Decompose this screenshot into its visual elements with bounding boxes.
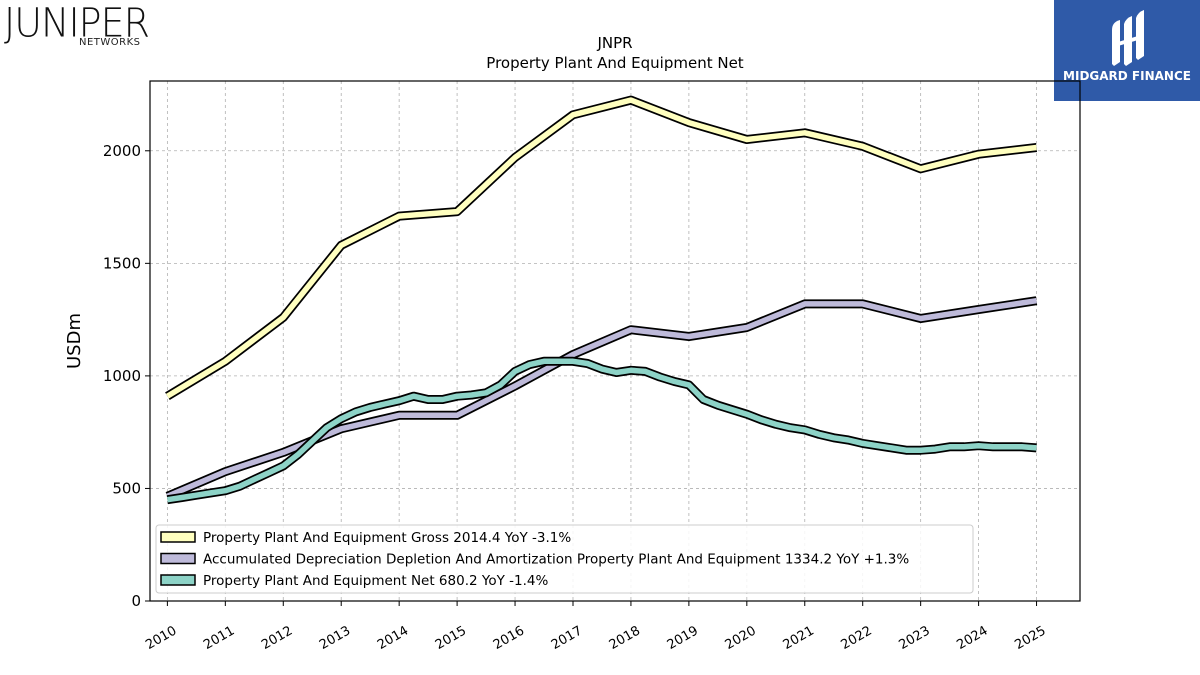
series-outline-1 <box>165 296 1038 501</box>
juniper-logo-subtitle: NETWORKS <box>79 37 141 48</box>
legend-entry: Accumulated Depreciation Depletion And A… <box>203 552 909 568</box>
legend-swatch <box>160 552 196 565</box>
y-tick-label: 1000 <box>103 367 141 385</box>
x-tick-label: 2023 <box>896 623 932 653</box>
x-tick-label: 2011 <box>201 623 237 653</box>
x-tick-label: 2014 <box>375 623 411 653</box>
chart-title: JNPR <box>596 34 632 52</box>
series-line-2 <box>166 358 1037 503</box>
x-tick-label: 2018 <box>607 623 643 653</box>
juniper-logo: JUNIPER NETWORKS <box>4 2 164 48</box>
x-tick-label: 2024 <box>954 623 990 653</box>
x-tick-label: 2017 <box>549 623 585 653</box>
x-tick-label: 2010 <box>143 623 179 653</box>
x-tick-label: 2022 <box>839 623 875 653</box>
legend: Property Plant And Equipment Gross 2014.… <box>155 524 974 594</box>
legend-swatch <box>160 531 196 543</box>
series-line-0 <box>165 97 1037 399</box>
chart-subtitle: Property Plant And Equipment Net <box>486 54 743 72</box>
y-tick-label: 2000 <box>103 142 141 160</box>
midgard-logo-name: MIDGARD FINANCE <box>1063 69 1191 83</box>
series-outline-0 <box>165 95 1038 401</box>
x-tick-label: 2019 <box>665 623 701 653</box>
legend-swatch <box>160 574 196 586</box>
x-tick-label: 2020 <box>723 623 759 653</box>
x-tick-label: 2025 <box>1012 623 1048 653</box>
x-tick-label: 2015 <box>433 623 469 653</box>
series-lines <box>165 95 1038 505</box>
series-outline-2 <box>166 356 1037 505</box>
y-axis-label: USDm <box>64 313 85 369</box>
x-tick-label: 2021 <box>781 623 817 653</box>
x-tick-label: 2012 <box>259 623 295 653</box>
juniper-logo-wordmark: JUNIPER <box>4 0 150 47</box>
y-tick-label: 0 <box>131 592 141 610</box>
legend-box <box>155 524 974 594</box>
midgard-finance-logo: MIDGARD FINANCE <box>1054 0 1200 101</box>
midgard-mark-icon <box>1112 10 1144 66</box>
series-line-1 <box>166 297 1037 499</box>
y-tick-label: 1500 <box>103 254 141 272</box>
x-tick-label: 2016 <box>491 623 527 653</box>
legend-entry: Property Plant And Equipment Net 680.2 Y… <box>203 573 548 589</box>
y-tick-label: 500 <box>112 479 141 497</box>
x-tick-label: 2013 <box>317 623 353 653</box>
legend-entry: Property Plant And Equipment Gross 2014.… <box>203 530 571 546</box>
plot-frame <box>149 80 1081 602</box>
